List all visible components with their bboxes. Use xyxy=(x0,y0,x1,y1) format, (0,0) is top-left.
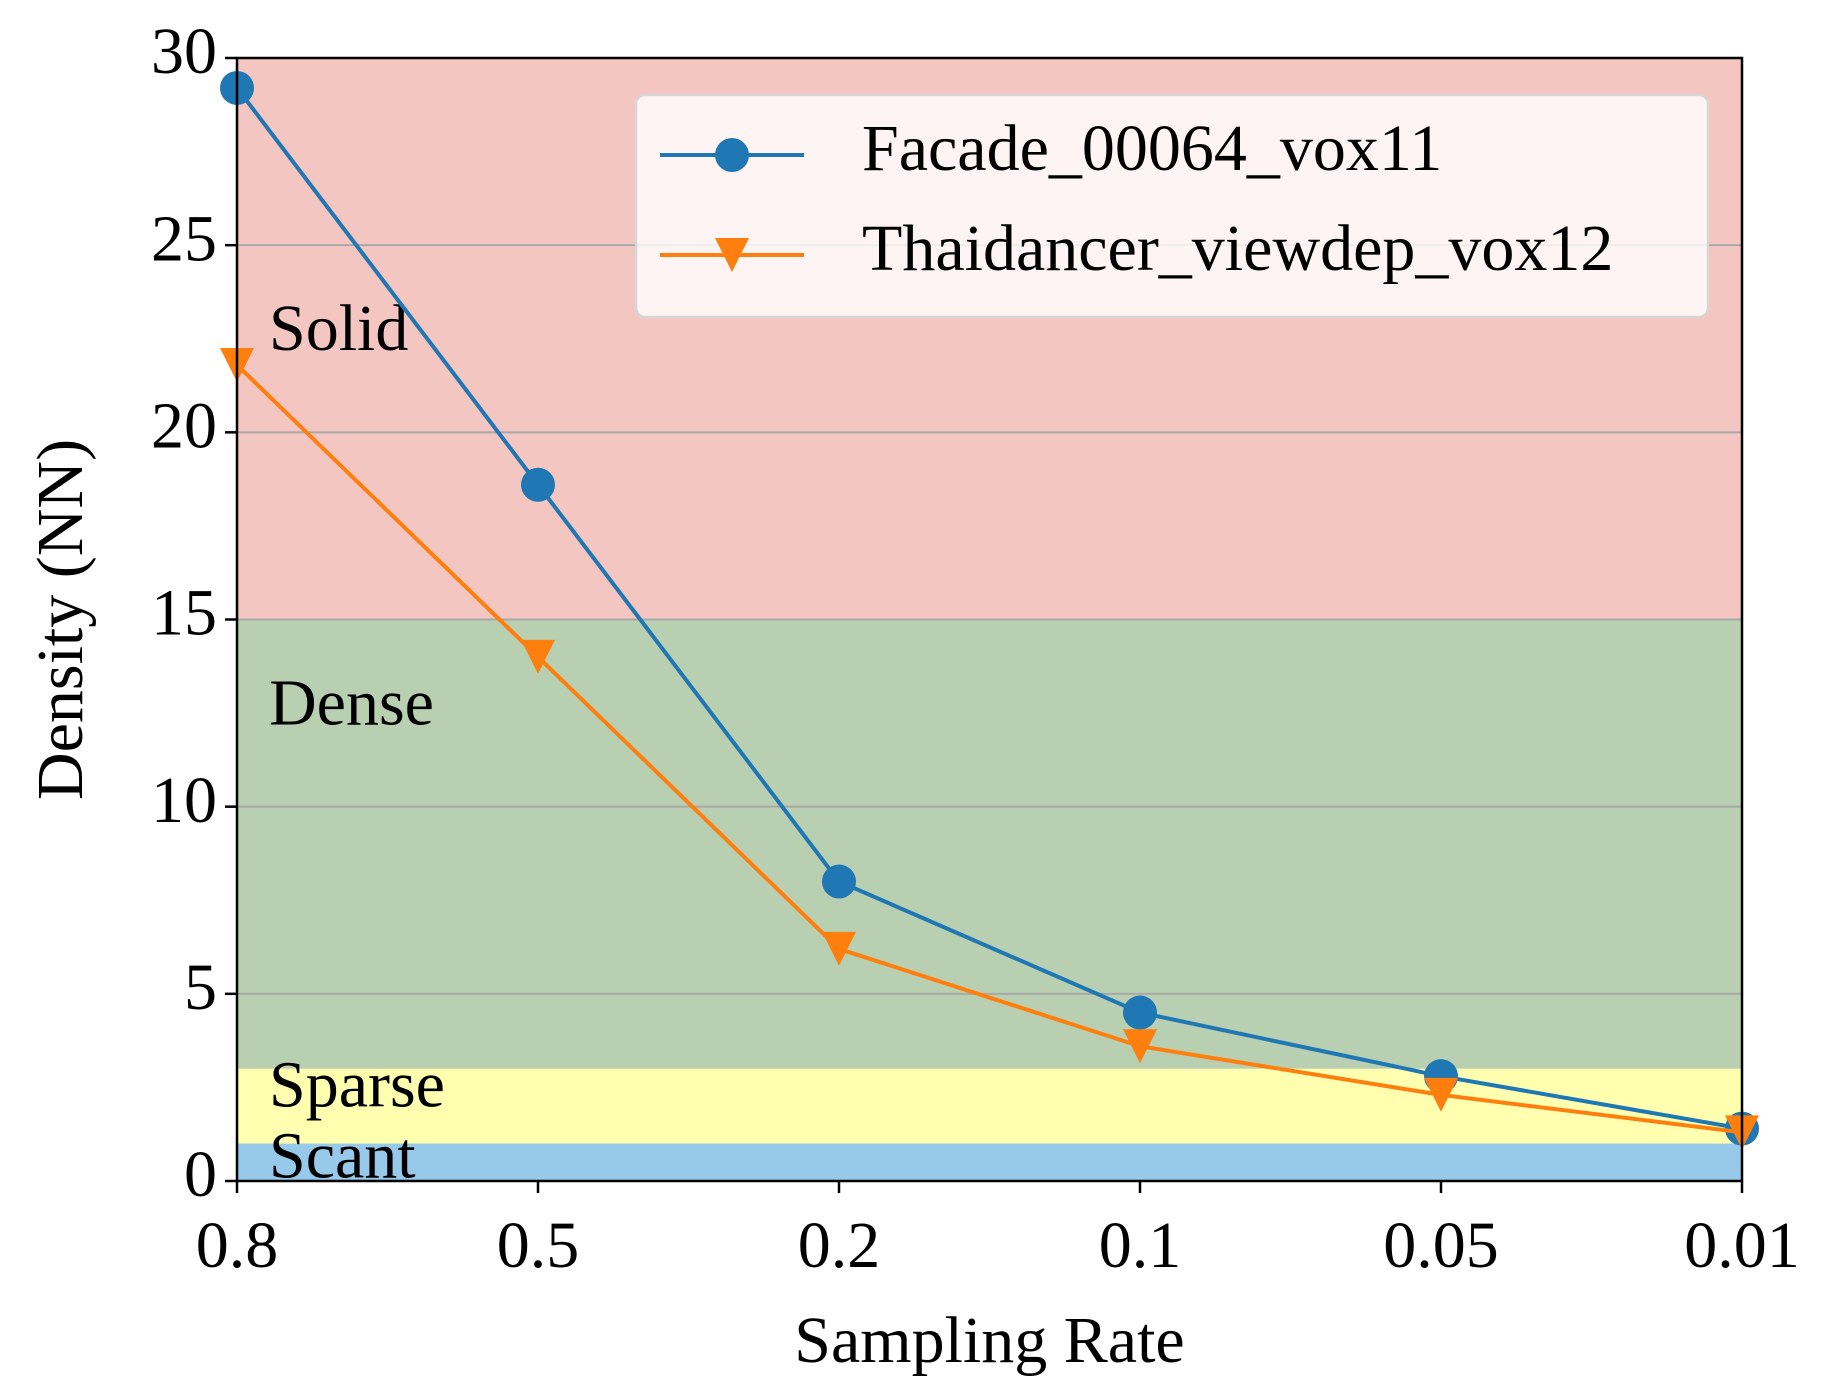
x-tick-label-0: 0.8 xyxy=(196,1209,279,1282)
legend: Facade_00064_vox11 Thaidancer_viewdep_vox… xyxy=(634,93,1710,319)
line-facade-00064-vox11 xyxy=(235,86,1743,1131)
y-axis-label: Density (NN) xyxy=(24,439,97,800)
axis-ticks: 0 5 10 15 20 25 30 0.8 0.5 0.2 0.1 0.05 0.01 xyxy=(151,15,1800,1282)
x-tick-label-3: 0.1 xyxy=(1099,1209,1182,1282)
x-tick-label-4: 0.05 xyxy=(1383,1209,1499,1282)
legend-marker-1 xyxy=(715,238,749,272)
y-tick-label-25: 25 xyxy=(151,202,217,275)
point-facade-00064-vox11-1 xyxy=(521,467,555,502)
band-dense xyxy=(237,619,1742,1069)
point-thaidancer-viewdep-vox12-1 xyxy=(521,639,555,674)
x-tick-label-2: 0.2 xyxy=(798,1209,881,1282)
y-tick-label-15: 15 xyxy=(151,577,217,650)
x-axis-label: Sampling Rate xyxy=(794,1304,1184,1377)
point-thaidancer-viewdep-vox12-2 xyxy=(822,931,856,966)
legend-item-facade-00064-vox11: Facade_00064_vox11 xyxy=(660,112,1442,185)
point-thaidancer-viewdep-vox12-3 xyxy=(1123,1029,1157,1064)
point-facade-00064-vox11-3 xyxy=(1123,995,1157,1030)
point-facade-00064-vox11-2 xyxy=(822,864,856,899)
y-tick-label-0: 0 xyxy=(184,1138,217,1211)
band-scant xyxy=(237,1143,1742,1181)
data-series xyxy=(220,70,1759,1150)
x-tick-label-1: 0.5 xyxy=(497,1209,580,1282)
legend-label-1: Thaidancer_viewdep_vox12 xyxy=(862,212,1613,285)
y-tick-label-20: 20 xyxy=(151,389,217,462)
band-sparse xyxy=(237,1068,1742,1144)
legend-label-0: Facade_00064_vox11 xyxy=(862,112,1442,185)
band-label-sparse: Sparse xyxy=(269,1048,445,1121)
y-tick-label-5: 5 xyxy=(184,951,217,1024)
band-label-dense: Dense xyxy=(269,666,434,739)
series-thaidancer-viewdep-vox12 xyxy=(220,347,1759,1150)
y-tick-label-30: 30 xyxy=(151,15,217,88)
band-label-solid: Solid xyxy=(269,292,408,365)
legend-marker-0 xyxy=(715,138,749,172)
x-tick-label-5: 0.01 xyxy=(1684,1209,1800,1282)
legend-box xyxy=(634,93,1710,319)
legend-item-thaidancer-viewdep-vox12: Thaidancer_viewdep_vox12 xyxy=(660,212,1613,285)
point-thaidancer-viewdep-vox12-4 xyxy=(1424,1077,1458,1112)
line-thaidancer-viewdep-vox12 xyxy=(235,363,1743,1135)
y-tick-label-10: 10 xyxy=(151,764,217,837)
